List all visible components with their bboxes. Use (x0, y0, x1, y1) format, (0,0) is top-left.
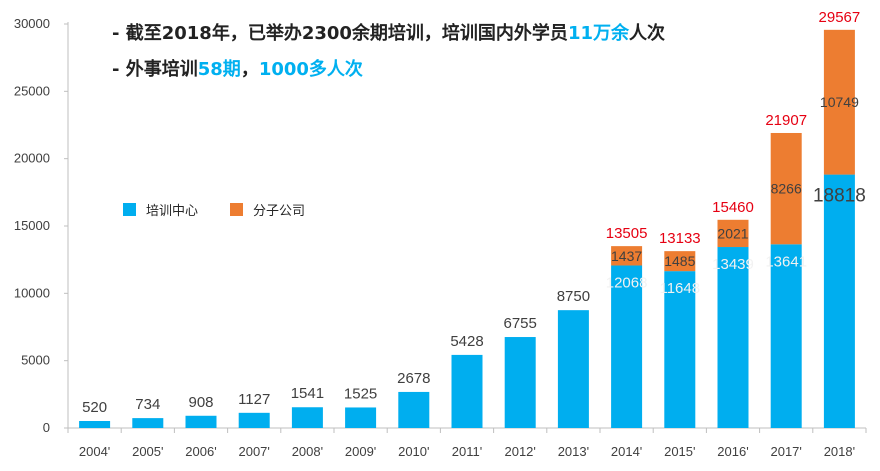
bar-branch (770, 132, 802, 245)
x-tick-label: 2009' (345, 444, 376, 459)
data-label-branch: 2021 (717, 225, 748, 241)
data-label-training-center: 13439 (712, 256, 754, 273)
annotation-line-2-sep: ， (240, 59, 259, 80)
bar-branch (664, 251, 696, 272)
x-tick-label: 2018' (824, 444, 855, 459)
bar-training-center (345, 407, 377, 428)
y-tick-label: 25000 (14, 83, 50, 98)
y-tick-label: 20000 (14, 151, 50, 166)
data-label-branch: 1437 (611, 248, 642, 264)
x-tick-label: 2004' (79, 444, 110, 459)
bar-training-center (611, 265, 643, 428)
data-label-total: 15460 (712, 199, 754, 216)
data-labels: 520 734 908 1127 1541 1525 2678 5428 6755 8750 120… (82, 9, 866, 416)
y-tick-label: 5000 (21, 353, 50, 368)
data-label-training-center: 18818 (813, 186, 866, 207)
annotation-line-1-suffix: 人次 (629, 23, 665, 44)
x-tick-label: 2015' (664, 444, 695, 459)
y-tick-label: 0 (43, 420, 50, 435)
bar-branch (823, 29, 855, 175)
data-label-training-center: 734 (135, 396, 160, 413)
x-tick-label: 2010' (398, 444, 429, 459)
data-label-training-center: 1541 (291, 385, 324, 402)
bar-training-center (132, 418, 164, 428)
annotation-line-2: - 外事培训58期，1000多人次 (112, 55, 363, 81)
data-label-branch: 8266 (771, 181, 802, 197)
bar-branch (717, 219, 749, 248)
bar-training-center (717, 247, 749, 428)
x-tick-label: 2006' (185, 444, 216, 459)
annotation-line-1: - 截至2018年，已举办2300余期培训，培训国内外学员11万余人次 (112, 19, 665, 45)
legend-item-training-center-label: 培训中心 (146, 203, 198, 219)
data-label-training-center: 12068 (606, 274, 648, 291)
data-label-total: 13133 (659, 230, 701, 247)
annotation-line-2-highlight: 58期 (197, 59, 241, 80)
x-tick-label: 2011' (452, 444, 482, 459)
x-tick-label: 2017' (770, 444, 801, 459)
axes: 0 5000 10000 15000 20000 25000 30000 2004' 2005'… (14, 16, 867, 459)
legend-item-training-center-swatch (123, 203, 136, 216)
x-tick-label: 2005' (132, 444, 163, 459)
bar-training-center (291, 407, 323, 428)
x-tick-label: 2008' (292, 444, 323, 459)
x-tick-label: 2013' (558, 444, 589, 459)
bar-training-center (557, 310, 589, 428)
data-label-training-center: 908 (188, 394, 213, 411)
bar-training-center (770, 244, 802, 428)
bar-training-center (823, 174, 855, 428)
bar-training-center (185, 415, 217, 428)
data-label-training-center: 11648 (659, 280, 700, 297)
bar-branch (611, 246, 643, 266)
bar-training-center (504, 337, 536, 428)
data-label-training-center: 5428 (450, 333, 483, 350)
annotation-line-1-prefix: - 截至2018年，已举办2300余期培训，培训国内外学员 (112, 23, 568, 44)
data-label-branch: 1485 (664, 253, 695, 269)
bar-training-center (238, 412, 270, 428)
data-label-branch: 10749 (820, 94, 859, 110)
data-label-training-center: 1525 (344, 385, 377, 402)
bar-training-center (79, 420, 111, 428)
x-tick-label: 2016' (717, 444, 748, 459)
data-label-training-center: 8750 (557, 288, 590, 305)
data-label-training-center: 1127 (238, 391, 270, 408)
y-tick-label: 15000 (14, 218, 50, 233)
legend-item-branch-label: 分子公司 (253, 204, 305, 219)
x-tick-label: 2012' (504, 444, 535, 459)
bar-training-center (398, 391, 430, 428)
legend-item-branch-swatch (230, 203, 243, 216)
bar-training-center (451, 354, 483, 428)
y-tick-label: 10000 (14, 285, 50, 300)
data-label-training-center: 520 (82, 399, 107, 416)
data-label-total: 21907 (765, 112, 807, 129)
x-tick-label: 2014' (611, 444, 642, 459)
data-label-total: 29567 (819, 9, 861, 26)
y-tick-label: 30000 (14, 16, 50, 31)
annotation-line-2-highlight-2: 1000多人次 (258, 59, 363, 80)
data-label-training-center: 13641 (765, 253, 807, 270)
bars (79, 29, 855, 428)
annotation-line-2-prefix: - 外事培训 (112, 59, 198, 80)
legend: 培训中心 分子公司 (123, 203, 305, 219)
bar-training-center (664, 271, 696, 428)
x-tick-label: 2007' (238, 444, 269, 459)
data-label-total: 13505 (606, 225, 648, 242)
annotation-line-1-highlight: 11万余 (567, 23, 629, 44)
data-label-training-center: 2678 (397, 370, 430, 387)
data-label-training-center: 6755 (504, 315, 537, 332)
